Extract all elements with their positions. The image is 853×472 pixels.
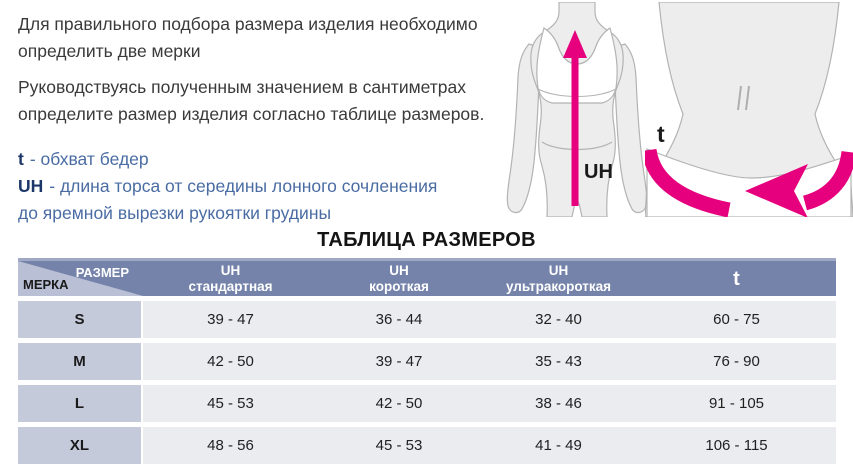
header-t-label: t	[733, 267, 740, 290]
table-row-m: M 42 - 50 39 - 47 35 - 43 76 - 90	[18, 343, 836, 380]
value-cell: 76 - 90	[637, 343, 836, 380]
value-cell: 39 - 47	[318, 343, 480, 380]
t-ribbon-arrow-head	[745, 164, 808, 217]
header-uh-short-line2: короткая	[369, 278, 429, 294]
value-cell: 91 - 105	[637, 385, 836, 422]
size-label-cell: L	[18, 385, 143, 422]
torso-front-illustration: UH	[506, 2, 648, 217]
hips-back-illustration: t	[645, 2, 853, 217]
header-uh-standard-line1: UH	[220, 262, 241, 278]
t-ribbon-left-segment	[645, 148, 731, 217]
hips-body-shape	[645, 2, 853, 217]
header-uh-standard: UH стандартная	[143, 261, 318, 296]
uh-arrow-label: UH	[584, 161, 613, 183]
intro-p1-line2: определить две мерки	[18, 41, 201, 61]
value-cell: 35 - 43	[480, 343, 637, 380]
value-cell: 39 - 47	[143, 301, 318, 338]
value-cell: 42 - 50	[143, 343, 318, 380]
definition-uh: UH - длина торса от середины лонного сочл…	[18, 173, 508, 200]
uh-measure-arrow-head	[563, 30, 587, 58]
value-cell: 45 - 53	[143, 385, 318, 422]
value-cell: 48 - 56	[143, 427, 318, 464]
table-row-s: S 39 - 47 36 - 44 32 - 40 60 - 75	[18, 301, 836, 338]
size-label-cell: S	[18, 301, 143, 338]
corner-cell: РАЗМЕР МЕРКА	[18, 261, 143, 296]
corner-label-measure: МЕРКА	[23, 277, 69, 292]
table-row-xl: XL 48 - 56 45 - 53 41 - 49 106 - 115	[18, 427, 836, 464]
measurement-definitions: t- обхват бедер UH - длина торса от серед…	[18, 146, 508, 227]
intro-text-block: Для правильного подбора размера изделия …	[18, 11, 508, 227]
value-cell: 38 - 46	[480, 385, 637, 422]
definition-uh-continued: до яремной вырезки рукоятки грудины	[18, 200, 508, 227]
corner-label-size: РАЗМЕР	[75, 265, 129, 280]
t-ribbon-right-segment	[802, 150, 853, 211]
size-table: РАЗМЕР МЕРКА UH стандартная UH короткая …	[18, 258, 836, 464]
uh-description-line1: - длина торса от середины лонного сочлен…	[49, 176, 438, 196]
size-label-cell: M	[18, 343, 143, 380]
back-dimple-line-1	[737, 85, 742, 111]
intro-p2-line2: определите размер изделия согласно табли…	[18, 104, 485, 124]
uh-term: UH	[18, 176, 44, 196]
header-uh-ultrashort: UH ультракороткая	[480, 261, 637, 296]
t-description: - обхват бедер	[29, 149, 149, 169]
value-cell: 106 - 115	[637, 427, 836, 464]
intro-p2-line1: Руководствуясь полученным значением в са…	[18, 77, 467, 97]
header-uh-short: UH короткая	[318, 261, 480, 296]
value-cell: 45 - 53	[318, 427, 480, 464]
header-uh-short-line1: UH	[389, 262, 409, 278]
header-uh-ultrashort-line2: ультракороткая	[505, 278, 612, 294]
uh-description-line2: до яремной вырезки рукоятки грудины	[18, 203, 332, 223]
t-term: t	[18, 149, 24, 169]
header-uh-standard-line2: стандартная	[188, 278, 273, 294]
value-cell: 60 - 75	[637, 301, 836, 338]
intro-p1-line1: Для правильного подбора размера изделия …	[18, 14, 478, 34]
value-cell: 41 - 49	[480, 427, 637, 464]
size-label-cell: XL	[18, 427, 143, 464]
size-table-header-row: РАЗМЕР МЕРКА UH стандартная UH короткая …	[18, 258, 836, 296]
header-t: t	[637, 261, 836, 296]
value-cell: 32 - 40	[480, 301, 637, 338]
value-cell: 36 - 44	[318, 301, 480, 338]
definition-t: t- обхват бедер	[18, 146, 508, 173]
size-table-title: ТАБЛИЦА РАЗМЕРОВ	[317, 229, 536, 251]
back-dimple-line-2	[745, 85, 750, 111]
value-cell: 42 - 50	[318, 385, 480, 422]
intro-paragraph-2: Руководствуясь полученным значением в са…	[18, 74, 508, 128]
t-figure-label: t	[657, 121, 665, 147]
intro-paragraph-1: Для правильного подбора размера изделия …	[18, 11, 508, 65]
header-uh-ultrashort-line1: UH	[548, 262, 569, 278]
table-row-l: L 45 - 53 42 - 50 38 - 46 91 - 105	[18, 385, 836, 422]
